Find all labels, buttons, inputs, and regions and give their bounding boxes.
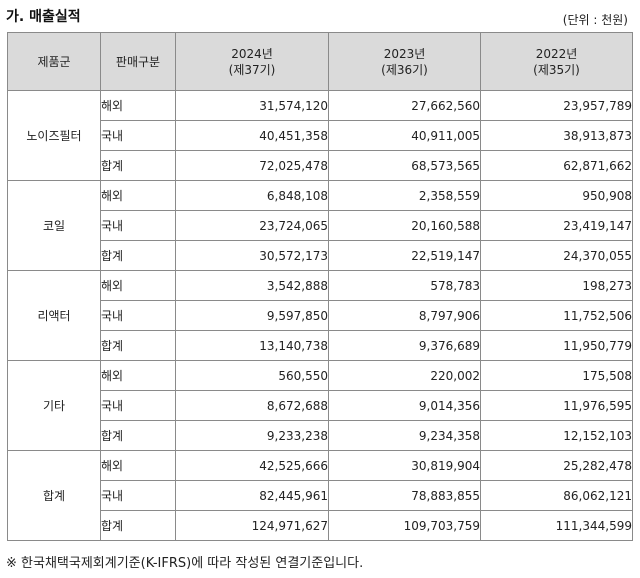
value-cell: 578,783 — [328, 270, 481, 301]
type-cell: 해외 — [100, 450, 176, 481]
type-cell: 해외 — [100, 180, 176, 211]
type-cell: 합계 — [100, 240, 176, 271]
product-cell: 리액터 — [7, 270, 101, 361]
value-cell: 20,160,588 — [328, 210, 481, 241]
type-cell: 국내 — [100, 300, 176, 331]
header-year-2024: 2024년 (제37기) — [175, 32, 329, 91]
header-year-label: 2022년 — [535, 46, 578, 61]
value-cell: 124,971,627 — [175, 510, 329, 541]
value-cell: 82,445,961 — [175, 480, 329, 511]
type-cell: 합계 — [100, 330, 176, 361]
value-cell: 40,451,358 — [175, 120, 329, 151]
value-cell: 9,014,356 — [328, 390, 481, 421]
type-cell: 합계 — [100, 510, 176, 541]
table-row: 합계 124,971,627 109,703,759 111,344,599 — [8, 510, 633, 541]
value-cell: 950,908 — [480, 180, 633, 211]
value-cell: 6,848,108 — [175, 180, 329, 211]
header-product: 제품군 — [7, 32, 101, 91]
type-cell: 국내 — [100, 480, 176, 511]
value-cell: 23,419,147 — [480, 210, 633, 241]
value-cell: 9,234,358 — [328, 420, 481, 451]
value-cell: 24,370,055 — [480, 240, 633, 271]
value-cell: 3,542,888 — [175, 270, 329, 301]
value-cell: 220,002 — [328, 360, 481, 391]
table-row: 국내 8,672,688 9,014,356 11,976,595 — [8, 390, 633, 421]
table-row: 코일 해외 6,848,108 2,358,559 950,908 — [7, 180, 633, 271]
header-period-label: (제35기) — [533, 62, 580, 77]
footnote: ※ 한국채택국제회계기준(K-IFRS)에 따라 작성된 연결기준입니다. — [6, 556, 364, 571]
table-row: 합계 72,025,478 68,573,565 62,871,662 — [8, 150, 633, 181]
value-cell: 175,508 — [480, 360, 633, 391]
header-year-2023: 2023년 (제36기) — [328, 32, 481, 91]
value-cell: 11,950,779 — [480, 330, 633, 361]
value-cell: 31,574,120 — [175, 90, 329, 121]
unit-label: (단위 : 천원) — [562, 13, 628, 27]
value-cell: 8,797,906 — [328, 300, 481, 331]
value-cell: 9,597,850 — [175, 300, 329, 331]
value-cell: 9,233,238 — [175, 420, 329, 451]
sales-table: 제품군 판매구분 2024년 (제37기) 2023년 (제36기) 2022년… — [7, 32, 633, 541]
product-cell: 코일 — [7, 180, 101, 271]
table-row: 합계 9,233,238 9,234,358 12,152,103 — [8, 420, 633, 451]
table-row: 국내 82,445,961 78,883,855 86,062,121 — [8, 480, 633, 511]
value-cell: 86,062,121 — [480, 480, 633, 511]
value-cell: 198,273 — [480, 270, 633, 301]
table-row: 국내 9,597,850 8,797,906 11,752,506 — [8, 300, 633, 331]
type-cell: 해외 — [100, 270, 176, 301]
type-cell: 국내 — [100, 120, 176, 151]
value-cell: 11,752,506 — [480, 300, 633, 331]
table-row: 합계 해외 42,525,666 30,819,904 25,282,478 — [7, 450, 633, 541]
header-year-2022: 2022년 (제35기) — [480, 32, 633, 91]
value-cell: 78,883,855 — [328, 480, 481, 511]
type-cell: 합계 — [100, 150, 176, 181]
header-year-label: 2024년 — [231, 46, 273, 61]
value-cell: 11,976,595 — [480, 390, 633, 421]
value-cell: 2,358,559 — [328, 180, 481, 211]
value-cell: 13,140,738 — [175, 330, 329, 361]
header-period-label: (제37기) — [228, 62, 276, 77]
value-cell: 23,957,789 — [480, 90, 633, 121]
value-cell: 23,724,065 — [175, 210, 329, 241]
table-row: 기타 해외 560,550 220,002 175,508 — [7, 360, 633, 451]
table-row: 국내 23,724,065 20,160,588 23,419,147 — [8, 210, 633, 241]
value-cell: 8,672,688 — [175, 390, 329, 421]
value-cell: 111,344,599 — [480, 510, 633, 541]
value-cell: 109,703,759 — [328, 510, 481, 541]
type-cell: 해외 — [100, 90, 176, 121]
table-row: 노이즈필터 해외 31,574,120 27,662,560 23,957,78… — [7, 90, 633, 181]
table-row: 합계 13,140,738 9,376,689 11,950,779 — [8, 330, 633, 361]
value-cell: 62,871,662 — [480, 150, 633, 181]
type-cell: 해외 — [100, 360, 176, 391]
table-row: 국내 40,451,358 40,911,005 38,913,873 — [8, 120, 633, 151]
table-row: 리액터 해외 3,542,888 578,783 198,273 — [7, 270, 633, 361]
header-year-label: 2023년 — [383, 46, 426, 61]
value-cell: 38,913,873 — [480, 120, 633, 151]
type-cell: 국내 — [100, 210, 176, 241]
value-cell: 42,525,666 — [175, 450, 329, 481]
value-cell: 9,376,689 — [328, 330, 481, 361]
header-type: 판매구분 — [100, 32, 176, 91]
section-title: 가. 매출실적 — [6, 9, 81, 25]
value-cell: 72,025,478 — [175, 150, 329, 181]
value-cell: 25,282,478 — [480, 450, 633, 481]
value-cell: 30,819,904 — [328, 450, 481, 481]
value-cell: 560,550 — [175, 360, 329, 391]
type-cell: 국내 — [100, 390, 176, 421]
value-cell: 12,152,103 — [480, 420, 633, 451]
product-cell: 합계 — [7, 450, 101, 541]
product-cell: 기타 — [7, 360, 101, 451]
value-cell: 40,911,005 — [328, 120, 481, 151]
value-cell: 68,573,565 — [328, 150, 481, 181]
product-cell: 노이즈필터 — [7, 90, 101, 181]
value-cell: 30,572,173 — [175, 240, 329, 271]
type-cell: 합계 — [100, 420, 176, 451]
header-period-label: (제36기) — [381, 62, 428, 77]
value-cell: 22,519,147 — [328, 240, 481, 271]
value-cell: 27,662,560 — [328, 90, 481, 121]
header-row: 제품군 판매구분 2024년 (제37기) 2023년 (제36기) 2022년… — [7, 32, 633, 91]
table-row: 합계 30,572,173 22,519,147 24,370,055 — [8, 240, 633, 271]
